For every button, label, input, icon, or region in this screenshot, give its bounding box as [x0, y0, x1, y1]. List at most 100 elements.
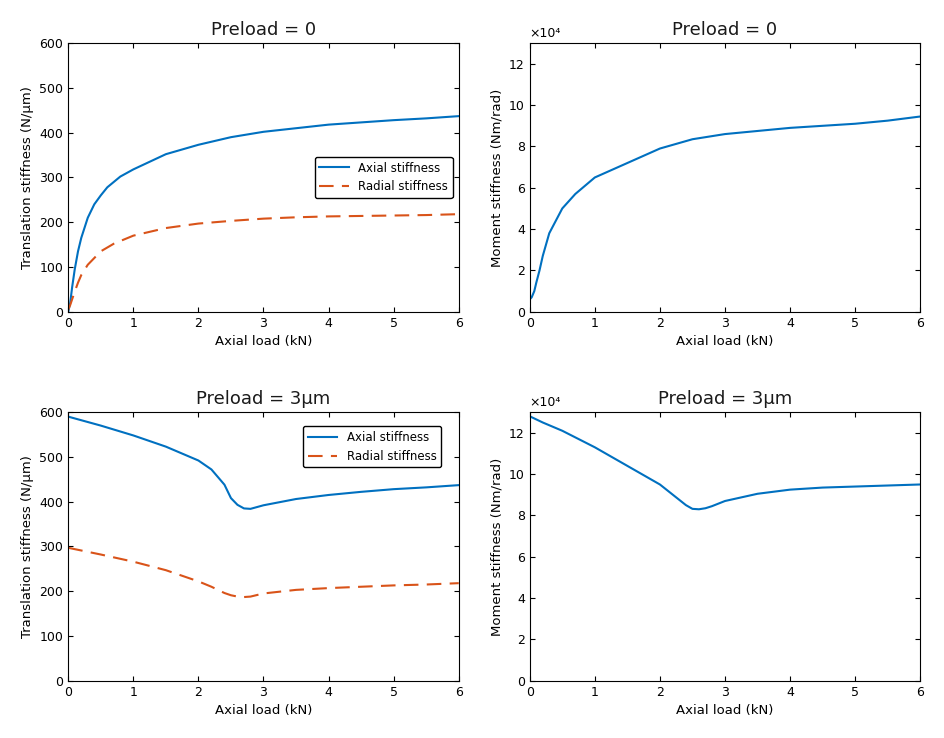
Radial stiffness	[76, 271, 87, 280]
Radial stiffness	[231, 592, 243, 601]
Radial stiffness	[244, 592, 256, 601]
Axial stiffness	[388, 485, 399, 494]
Radial stiffness	[206, 582, 217, 591]
Radial stiffness	[66, 294, 77, 303]
Radial stiffness	[323, 584, 334, 593]
Radial stiffness	[62, 543, 74, 552]
Axial stiffness	[95, 191, 107, 200]
Radial stiffness	[127, 557, 139, 566]
Radial stiffness	[73, 278, 84, 287]
Title: Preload = 0: Preload = 0	[672, 21, 777, 39]
Radial stiffness	[420, 210, 431, 219]
Line: Axial stiffness: Axial stiffness	[68, 116, 458, 311]
Axial stiffness	[452, 480, 464, 489]
Axial stiffness	[102, 183, 113, 192]
Line: Radial stiffness: Radial stiffness	[68, 214, 458, 309]
Axial stiffness	[355, 487, 366, 496]
Axial stiffness	[219, 480, 230, 489]
Radial stiffness	[225, 591, 236, 600]
Legend: Axial stiffness, Radial stiffness: Axial stiffness, Radial stiffness	[302, 426, 441, 467]
Radial stiffness	[82, 261, 93, 269]
Radial stiffness	[160, 566, 172, 575]
Y-axis label: Translation stiffness (N/μm): Translation stiffness (N/μm)	[21, 455, 34, 638]
Axial stiffness	[206, 465, 217, 474]
Axial stiffness	[64, 298, 76, 307]
Radial stiffness	[108, 239, 119, 248]
Axial stiffness	[193, 456, 204, 465]
Axial stiffness	[89, 200, 100, 209]
Y-axis label: Translation stiffness (N/μm): Translation stiffness (N/μm)	[21, 86, 34, 269]
Title: Preload = 3μm: Preload = 3μm	[657, 390, 791, 408]
Radial stiffness	[238, 593, 249, 601]
Y-axis label: Moment stiffness (Nm/rad): Moment stiffness (Nm/rad)	[490, 89, 503, 266]
Radial stiffness	[160, 224, 172, 232]
Axial stiffness	[290, 494, 301, 503]
Title: Preload = 3μm: Preload = 3μm	[196, 390, 330, 408]
Axial stiffness	[231, 500, 243, 509]
Axial stiffness	[95, 421, 107, 430]
Axial stiffness	[420, 114, 431, 123]
Line: Axial stiffness: Axial stiffness	[68, 417, 458, 509]
Axial stiffness	[69, 265, 80, 274]
Radial stiffness	[355, 212, 366, 221]
Axial stiffness	[452, 111, 464, 120]
Title: Preload = 0: Preload = 0	[211, 21, 315, 39]
Axial stiffness	[258, 501, 269, 510]
Radial stiffness	[388, 211, 399, 220]
Radial stiffness	[225, 216, 236, 225]
Axial stiffness	[225, 494, 236, 503]
Radial stiffness	[76, 546, 87, 555]
Text: ×10⁴: ×10⁴	[530, 27, 561, 41]
Radial stiffness	[193, 577, 204, 586]
Axial stiffness	[388, 116, 399, 125]
Axial stiffness	[127, 165, 139, 174]
Radial stiffness	[95, 550, 107, 559]
Axial stiffness	[73, 247, 84, 256]
X-axis label: Axial load (kN): Axial load (kN)	[214, 335, 312, 348]
Axial stiffness	[290, 124, 301, 133]
Radial stiffness	[219, 589, 230, 598]
Axial stiffness	[193, 140, 204, 149]
Radial stiffness	[62, 305, 74, 314]
Radial stiffness	[193, 219, 204, 228]
Y-axis label: Moment stiffness (Nm/rad): Moment stiffness (Nm/rad)	[490, 458, 503, 635]
Radial stiffness	[452, 579, 464, 587]
Axial stiffness	[127, 431, 139, 440]
Axial stiffness	[66, 283, 77, 292]
Axial stiffness	[62, 413, 74, 421]
Axial stiffness	[114, 172, 126, 181]
Radial stiffness	[127, 231, 139, 240]
Axial stiffness	[323, 491, 334, 500]
Axial stiffness	[76, 415, 87, 424]
Radial stiffness	[290, 213, 301, 221]
Line: Radial stiffness: Radial stiffness	[68, 548, 458, 597]
Radial stiffness	[95, 247, 107, 256]
Axial stiffness	[225, 133, 236, 142]
Radial stiffness	[69, 287, 80, 296]
Axial stiffness	[355, 118, 366, 127]
Axial stiffness	[160, 150, 172, 159]
Radial stiffness	[64, 300, 76, 309]
Radial stiffness	[420, 580, 431, 589]
Radial stiffness	[452, 210, 464, 218]
Axial stiffness	[244, 505, 256, 514]
X-axis label: Axial load (kN): Axial load (kN)	[676, 704, 773, 717]
Axial stiffness	[420, 483, 431, 492]
Axial stiffness	[160, 442, 172, 451]
Radial stiffness	[258, 589, 269, 598]
Axial stiffness	[258, 128, 269, 137]
Radial stiffness	[258, 214, 269, 223]
X-axis label: Axial load (kN): Axial load (kN)	[214, 704, 312, 717]
X-axis label: Axial load (kN): Axial load (kN)	[676, 335, 773, 348]
Axial stiffness	[82, 213, 93, 222]
Axial stiffness	[76, 233, 87, 242]
Axial stiffness	[62, 307, 74, 316]
Radial stiffness	[355, 582, 366, 591]
Radial stiffness	[323, 212, 334, 221]
Legend: Axial stiffness, Radial stiffness: Axial stiffness, Radial stiffness	[314, 156, 452, 198]
Radial stiffness	[290, 585, 301, 594]
Axial stiffness	[238, 504, 249, 513]
Axial stiffness	[323, 120, 334, 129]
Text: ×10⁴: ×10⁴	[530, 396, 561, 410]
Radial stiffness	[388, 581, 399, 590]
